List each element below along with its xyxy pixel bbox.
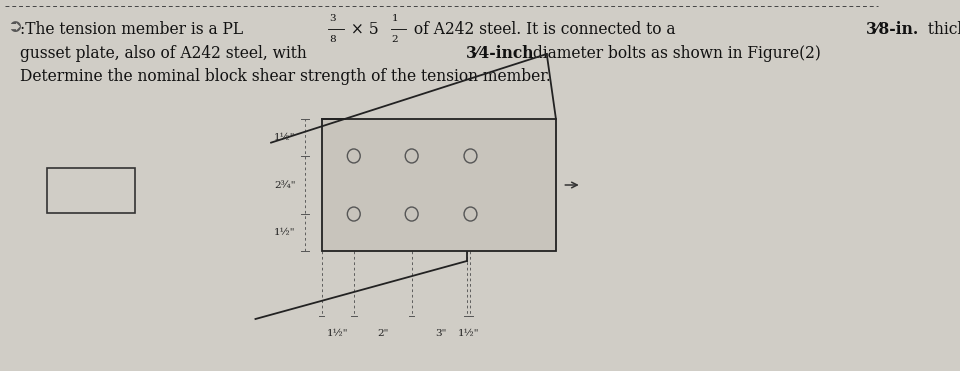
Text: diameter bolts as shown in Figure(2): diameter bolts as shown in Figure(2) [528,45,821,62]
Text: Determine the nominal block shear strength of the tension member.: Determine the nominal block shear streng… [20,68,551,85]
Text: of A242 steel. It is connected to a: of A242 steel. It is connected to a [409,20,681,37]
Text: 3⁄4-inch: 3⁄4-inch [466,45,535,62]
Text: 1½": 1½" [275,228,296,237]
Text: ➲: ➲ [8,18,22,36]
Bar [322,119,556,251]
Text: 3: 3 [329,14,336,23]
FancyBboxPatch shape [47,168,135,213]
Text: 8: 8 [329,35,336,44]
Text: 3⁄8-in.: 3⁄8-in. [866,20,919,37]
Text: thick: thick [923,20,960,37]
Text: 2¾": 2¾" [275,181,296,190]
Text: 1: 1 [392,14,398,23]
Text: 2": 2" [377,328,389,338]
Text: 3": 3" [436,328,446,338]
Text: 1½": 1½" [327,328,348,338]
Text: 1½": 1½" [275,133,296,142]
Text: :The tension member is a PL: :The tension member is a PL [20,20,243,37]
Text: Fig.2: Fig.2 [72,184,110,197]
Text: 1½": 1½" [458,328,479,338]
Text: gusset plate, also of A242 steel, with: gusset plate, also of A242 steel, with [20,45,312,62]
Text: × 5: × 5 [346,20,378,37]
Text: 2: 2 [392,35,398,44]
